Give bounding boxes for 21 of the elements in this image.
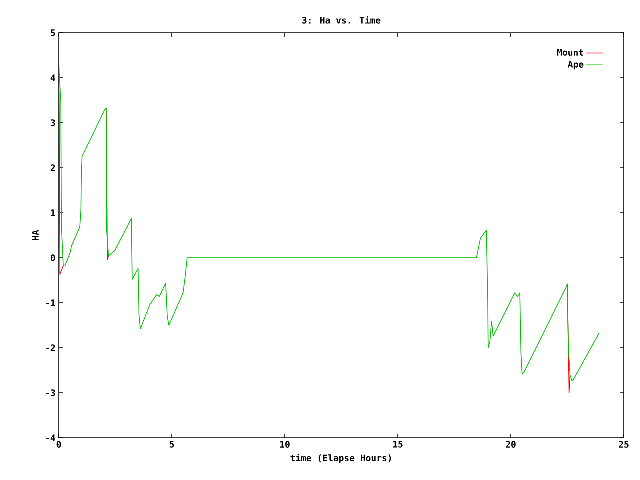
y-tick-label: -4	[46, 434, 56, 442]
x-tick-label: 25	[619, 441, 629, 448]
x-tick-label: 5	[170, 441, 174, 448]
legend-label: Mount	[557, 49, 584, 56]
y-tick-label: 4	[50, 74, 56, 82]
y-tick-label: -2	[46, 344, 56, 352]
legend-label: Ape	[568, 61, 584, 70]
chart-title: 3: Ha vs. Time	[302, 16, 381, 24]
y-tick-label: 0	[50, 254, 56, 262]
y-axis-title: HA	[32, 230, 39, 240]
y-tick-label: 1	[51, 210, 56, 216]
x-tick-label: 0	[56, 441, 62, 448]
y-tick-label: 3	[50, 120, 56, 126]
y-tick-label: -1	[46, 300, 56, 306]
y-tick-label: 2	[50, 164, 56, 172]
y-tick-label: 5	[51, 30, 56, 36]
y-tick-label: -3	[46, 390, 56, 396]
x-tick-label: 15	[393, 441, 403, 448]
x-axis-title: time (Elapse Hours)	[290, 454, 392, 464]
x-tick-label: 20	[506, 441, 516, 448]
x-tick-label: 10	[280, 441, 290, 448]
